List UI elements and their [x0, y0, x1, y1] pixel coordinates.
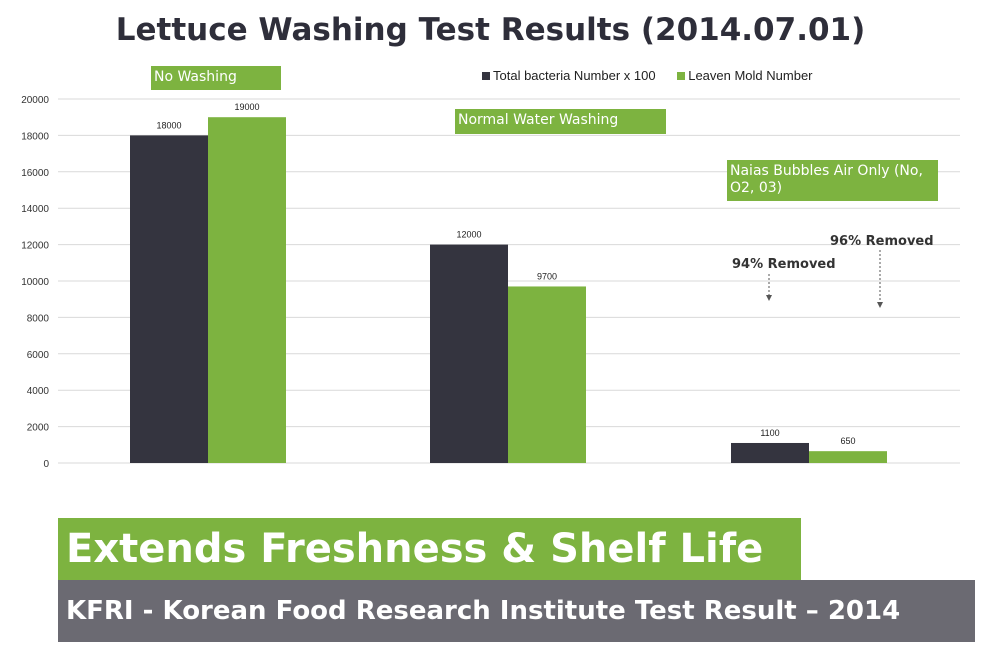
bar	[130, 135, 208, 463]
y-tick-label: 16000	[21, 168, 49, 179]
annotation-arrow-head	[766, 295, 772, 301]
data-label: 19000	[234, 102, 259, 112]
category-label-no-washing: No Washing	[151, 66, 281, 90]
y-tick-label: 12000	[21, 241, 49, 252]
legend-label-mold: Leaven Mold Number	[688, 68, 813, 83]
bar	[430, 244, 508, 463]
y-tick-label: 2000	[27, 423, 50, 434]
chart-title: Lettuce Washing Test Results (2014.07.01…	[115, 12, 866, 48]
y-tick-label: 10000	[21, 277, 49, 288]
bar-chart: 0 2000 4000 6000 8000 10000 12000 14000 16000 180…	[21, 95, 960, 470]
data-label: 18000	[156, 120, 181, 130]
category-label-naias: Naias Bubbles Air Only (No, O2, 03)	[727, 160, 938, 201]
category-label-normal-water: Normal Water Washing	[455, 109, 666, 134]
headline-banner: Extends Freshness & Shelf Life	[58, 518, 801, 580]
annotation-arrow-head	[877, 302, 883, 308]
legend-swatch-mold	[677, 72, 686, 80]
y-tick-label: 18000	[21, 131, 49, 142]
annotation-96-removed: 96% Removed	[830, 234, 934, 249]
data-label: 9700	[537, 271, 557, 281]
y-tick-label: 20000	[21, 95, 49, 106]
legend-label-bacteria: Total bacteria Number x 100	[493, 68, 656, 83]
data-label: 12000	[456, 230, 481, 240]
bar	[508, 286, 586, 463]
data-label: 650	[840, 436, 855, 446]
y-tick-label: 14000	[21, 204, 49, 215]
legend-item-bacteria: Total bacteria Number x 100	[482, 68, 656, 83]
y-tick-label: 4000	[27, 386, 50, 397]
bar	[731, 442, 809, 463]
annotation-94-removed: 94% Removed	[732, 257, 836, 272]
legend-item-mold: Leaven Mold Number	[677, 68, 813, 83]
legend: Total bacteria Number x 100 Leaven Mold …	[482, 68, 831, 83]
bar	[809, 451, 887, 463]
y-tick-label: 6000	[27, 350, 50, 361]
y-tick-label: 0	[43, 459, 49, 470]
legend-swatch-bacteria	[482, 72, 490, 80]
source-banner: KFRI - Korean Food Research Institute Te…	[58, 580, 975, 642]
data-label: 1100	[760, 428, 779, 438]
bar	[208, 117, 286, 463]
y-tick-label: 8000	[27, 313, 50, 324]
